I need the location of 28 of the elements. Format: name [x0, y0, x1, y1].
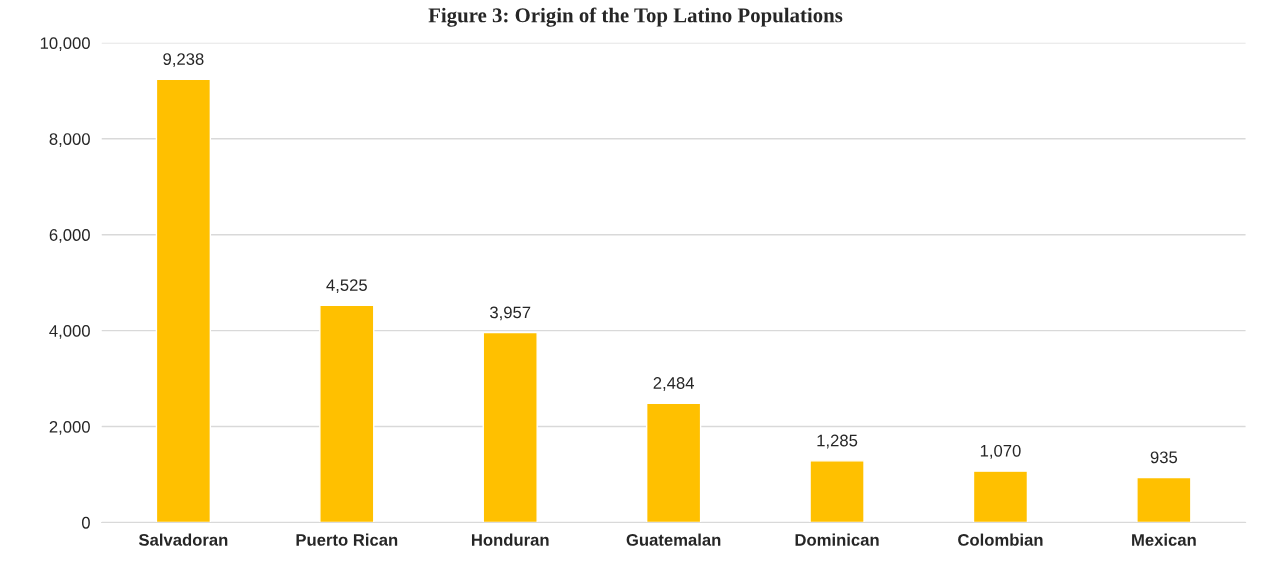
x-tick-label: Colombian [958, 533, 1043, 546]
y-tick-label: 0 [81, 516, 90, 529]
data-label: 935 [1150, 451, 1178, 464]
data-label: 3,957 [490, 306, 531, 321]
y-tick-label: 8,000 [49, 133, 90, 147]
bar [319, 304, 375, 523]
bar [1136, 476, 1192, 523]
data-label: 2,484 [653, 377, 694, 391]
y-tick-label: 10,000 [40, 37, 90, 51]
bar [972, 470, 1029, 523]
x-tick-label: Mexican [1132, 533, 1196, 546]
x-tick-label: Dominican [795, 533, 879, 546]
data-label: 1,070 [980, 444, 1021, 459]
y-tick-label: 2,000 [49, 420, 90, 435]
x-tick-label: Salvadoran [138, 533, 228, 546]
data-label: 1,285 [817, 434, 858, 449]
chart-title: Figure 3: Origin of the Top Latino Populations [428, 7, 843, 27]
data-label: 4,525 [326, 279, 367, 293]
x-tick-label: Puerto Rican [296, 533, 398, 546]
y-tick-label: 4,000 [49, 325, 90, 339]
bar [809, 460, 865, 523]
bar [155, 78, 212, 523]
y-tick-label: 6,000 [49, 229, 90, 243]
x-tick-label: Honduran [471, 533, 549, 546]
x-tick-label: Guatemalan [626, 533, 721, 546]
bar [482, 331, 538, 523]
bar [645, 402, 702, 523]
data-label: 9,238 [163, 53, 204, 67]
